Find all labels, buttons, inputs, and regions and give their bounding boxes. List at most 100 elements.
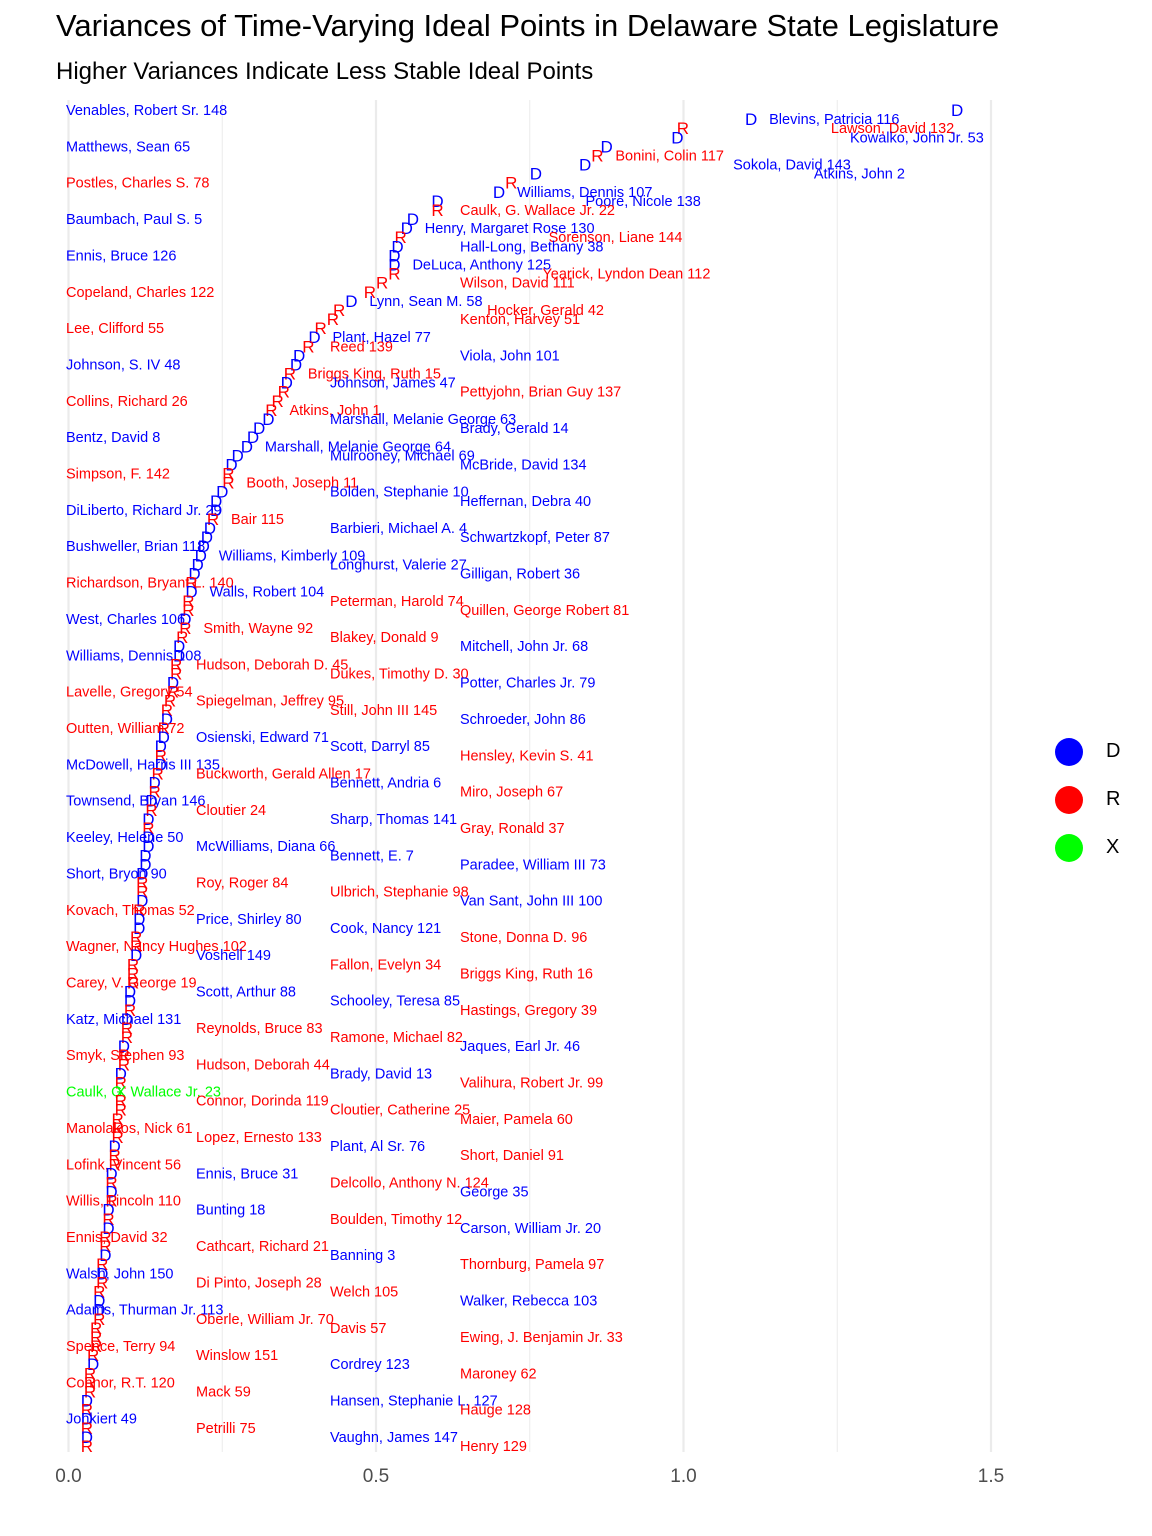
point-marker: D	[247, 428, 259, 447]
point-label: Hall-Long, Bethany 38	[460, 239, 604, 255]
point-label: Dukes, Timothy D. 30	[330, 666, 469, 682]
chart-title: Variances of Time-Varying Ideal Points i…	[56, 8, 1000, 43]
point-label: Caulk, G. Wallace Jr. 23	[66, 1085, 221, 1101]
point-marker: D	[293, 346, 305, 365]
point-label: Bair 115	[231, 512, 284, 528]
point-label: Adams, Thurman Jr. 113	[66, 1303, 223, 1319]
point-marker: D	[133, 919, 145, 938]
point-label: Smith, Wayne 92	[203, 621, 313, 637]
point-label: Ennis, Bruce 126	[66, 248, 176, 264]
point-label: Blevins, Patricia 116	[769, 112, 899, 128]
point-marker: R	[284, 365, 296, 384]
point-label: Hudson, Deborah 44	[196, 1057, 330, 1073]
point-label: Walker, Rebecca 103	[460, 1294, 597, 1310]
x-tick-label: 0.0	[55, 1466, 81, 1487]
point-label: Kenton, Harvey 51	[460, 312, 580, 328]
point-marker: D	[145, 792, 157, 811]
point-marker: D	[204, 519, 216, 538]
point-label: Delcollo, Anthony N. 124	[330, 1175, 489, 1191]
point-marker: D	[290, 355, 302, 374]
point-marker: D	[262, 410, 274, 429]
point-marker: R	[99, 1228, 111, 1247]
point-label: Bennett, Andria 6	[330, 776, 441, 792]
point-marker: D	[185, 583, 197, 602]
point-label: Marshall, Melanie George 64	[265, 439, 451, 455]
point-marker: D	[530, 165, 542, 184]
point-label: Ennis, David 32	[66, 1230, 168, 1246]
point-marker: R	[136, 874, 148, 893]
point-marker: R	[207, 510, 219, 529]
legend-key-d	[1055, 738, 1083, 766]
point-label: Miro, Joseph 67	[460, 785, 563, 801]
point-marker: D	[216, 483, 228, 502]
point-marker: R	[505, 174, 517, 193]
point-label: Marshall, Melanie George 63	[330, 412, 516, 428]
point-marker: D	[130, 946, 142, 965]
point-marker: D	[493, 183, 505, 202]
point-marker: D	[124, 992, 136, 1011]
legend-item-x: X	[1052, 832, 1142, 880]
point-marker: R	[431, 201, 443, 220]
point-marker: R	[118, 1055, 130, 1074]
point-marker: R	[152, 764, 164, 783]
point-label: Hastings, Gregory 39	[460, 1003, 597, 1019]
point-marker: R	[90, 1319, 102, 1338]
x-tick-label: 0.5	[363, 1466, 389, 1487]
point-label: Richardson, Bryant L. 140	[66, 576, 234, 592]
point-label: Atkins, John 1	[289, 403, 380, 419]
point-marker: D	[161, 710, 173, 729]
point-label: Scott, Arthur 88	[196, 985, 296, 1001]
point-label: Short, Bryon 90	[66, 866, 167, 882]
point-label: Reynolds, Bruce 83	[196, 1021, 323, 1037]
point-label: Peterman, Harold 74	[330, 594, 464, 610]
point-marker: D	[158, 728, 170, 747]
point-marker: D	[96, 1264, 108, 1283]
point-marker: R	[182, 601, 194, 620]
point-label: Spence, Terry 94	[66, 1339, 175, 1355]
point-label: Petrilli 75	[196, 1421, 256, 1437]
point-marker: D	[142, 837, 154, 856]
point-marker: D	[192, 555, 204, 574]
point-label: Johnson, James 47	[330, 376, 456, 392]
point-marker: R	[302, 337, 314, 356]
point-marker: D	[155, 755, 167, 774]
point-label: Schwartzkopf, Peter 87	[460, 530, 610, 546]
point-marker: R	[278, 383, 290, 402]
point-marker: R	[677, 119, 689, 138]
point-label: Potter, Charles Jr. 79	[460, 676, 595, 692]
point-label: Henry 129	[460, 1439, 527, 1455]
point-label: Oberle, William Jr. 70	[196, 1312, 334, 1328]
point-label: DeLuca, Anthony 125	[412, 258, 551, 274]
point-label: George 35	[460, 1185, 529, 1201]
point-marker: D	[142, 810, 154, 829]
point-marker: D	[81, 1410, 93, 1429]
point-marker: R	[388, 265, 400, 284]
legend-item-d: D	[1052, 736, 1142, 784]
point-marker: R	[145, 801, 157, 820]
point-marker: D	[201, 528, 213, 547]
legend-item-r: R	[1052, 784, 1142, 832]
point-label: West, Charles 106	[66, 612, 185, 628]
point-marker: R	[133, 901, 145, 920]
point-label: Van Sant, John III 100	[460, 894, 602, 910]
point-label: Smyk, Stephen 93	[66, 1048, 185, 1064]
point-marker: D	[600, 137, 612, 156]
point-marker: D	[241, 437, 253, 456]
legend-label-r: R	[1106, 788, 1121, 810]
point-marker: D	[671, 128, 683, 147]
point-marker: D	[225, 455, 237, 474]
point-marker: R	[158, 719, 170, 738]
point-marker: D	[231, 446, 243, 465]
point-marker: D	[105, 1164, 117, 1183]
point-marker: D	[167, 674, 179, 693]
point-label: Hansen, Stephanie L. 127	[330, 1394, 498, 1410]
point-marker: D	[121, 1010, 133, 1029]
point-label: Bushweller, Brian 118	[66, 539, 205, 555]
point-marker: D	[407, 210, 419, 229]
point-marker: R	[222, 474, 234, 493]
point-label: Wilson, David 111	[460, 276, 575, 292]
point-marker: X	[115, 1083, 126, 1102]
point-marker: D	[173, 646, 185, 665]
point-label: Cloutier 24	[196, 803, 266, 819]
point-marker: D	[81, 1428, 93, 1447]
